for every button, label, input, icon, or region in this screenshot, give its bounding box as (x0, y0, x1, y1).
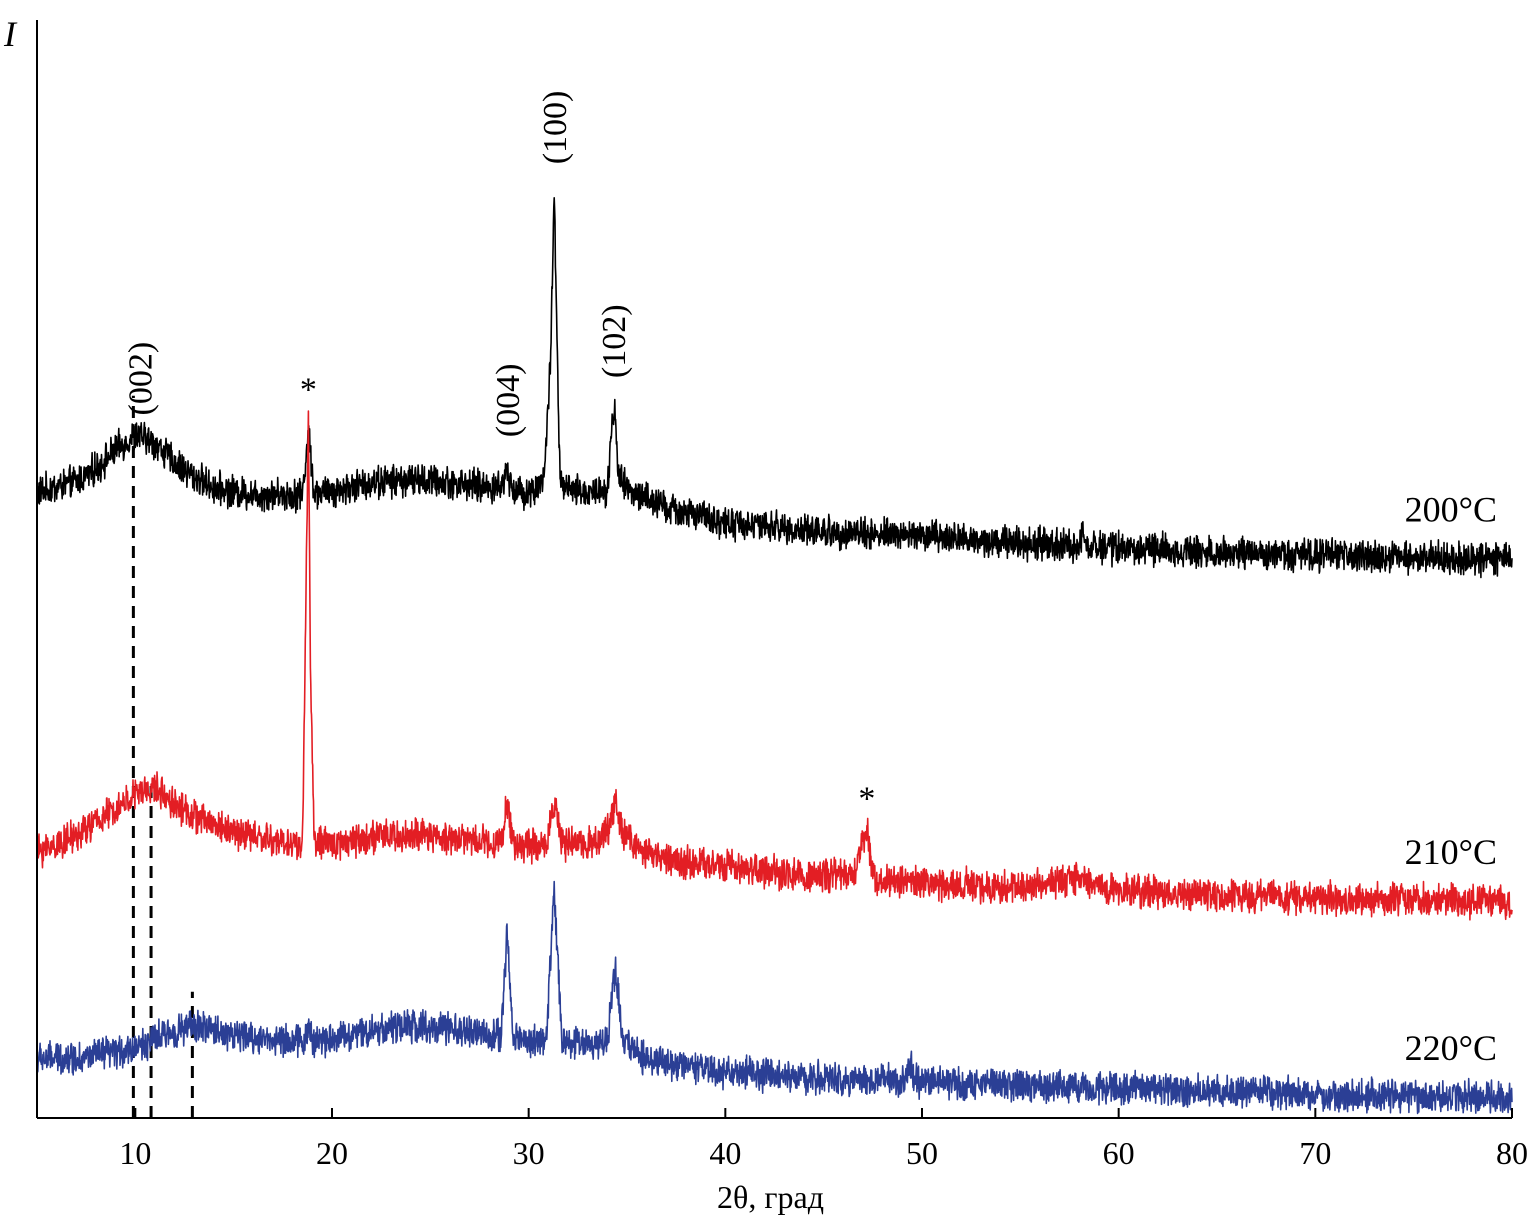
x-tick-label-30: 30 (513, 1135, 545, 1171)
x-tick-label-60: 60 (1103, 1135, 1135, 1171)
series-labels: 200°C 210°C 220°C (1405, 489, 1497, 1068)
series-group (36, 197, 1513, 1115)
x-tick-label-80: 80 (1496, 1135, 1528, 1171)
series-label-210c: 210°C (1405, 832, 1497, 872)
x-tick-label-70: 70 (1299, 1135, 1331, 1171)
series-label-200c: 200°C (1405, 489, 1497, 529)
annotation-miller-index-2: (004) (490, 364, 527, 438)
peak-annotations: (002) * (004) (100) (102) * (122, 91, 875, 818)
annotation-miller-index-4: (102) (596, 304, 633, 378)
x-ticks: 10 20 30 40 50 60 70 80 (119, 1108, 1528, 1171)
series-line-200c (36, 197, 1513, 579)
annotation-impurity-star-5: * (858, 781, 875, 818)
x-tick-label-40: 40 (709, 1135, 741, 1171)
annotation-impurity-star-1: * (300, 372, 317, 409)
x-tick-label-20: 20 (316, 1135, 348, 1171)
series-line-220c (36, 880, 1513, 1115)
x-axis-label: 2θ, град (717, 1179, 824, 1215)
series-line-210c (36, 410, 1513, 921)
annotation-miller-index-3: (100) (537, 91, 574, 165)
y-axis-label: I (3, 14, 18, 54)
axes (36, 20, 1512, 1119)
reference-lines (131, 395, 194, 1118)
x-tick-label-50: 50 (906, 1135, 938, 1171)
annotation-miller-index-0: (002) (122, 342, 159, 416)
series-label-220c: 220°C (1405, 1028, 1497, 1068)
x-tick-label-10: 10 (119, 1135, 151, 1171)
